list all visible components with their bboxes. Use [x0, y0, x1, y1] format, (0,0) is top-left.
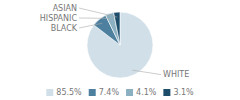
legend-label: 3.1% — [173, 88, 194, 97]
labels: WHITE BLACKHISPANICASIAN — [40, 4, 189, 80]
legend-swatch — [89, 89, 96, 96]
legend-label: 85.5% — [56, 88, 82, 97]
legend-swatch — [126, 89, 133, 96]
legend-item: 4.1% — [126, 88, 157, 97]
pie — [87, 12, 153, 78]
slice-label: WHITE — [163, 70, 189, 79]
slice — [106, 13, 120, 45]
slice-label: HISPANIC — [40, 14, 78, 23]
chart: WHITE BLACKHISPANICASIAN 85.5% 7.4% 4.1% 3.1% — [0, 0, 240, 100]
legend-label: 7.4% — [99, 88, 120, 97]
legend-label: 4.1% — [136, 88, 157, 97]
legend-swatch — [163, 89, 170, 96]
leader-line — [79, 18, 111, 19]
slice-label: BLACK — [51, 24, 78, 33]
leader-line — [79, 23, 102, 28]
leader-line — [132, 70, 161, 74]
slice — [87, 12, 153, 78]
legend-item: 85.5% — [46, 88, 82, 97]
slice-label: ASIAN — [53, 4, 77, 13]
legend-item: 7.4% — [89, 88, 120, 97]
legend-item: 3.1% — [163, 88, 194, 97]
legend: 85.5% 7.4% 4.1% 3.1% — [46, 88, 194, 97]
legend-swatch — [46, 89, 53, 96]
leader-line — [79, 8, 117, 17]
